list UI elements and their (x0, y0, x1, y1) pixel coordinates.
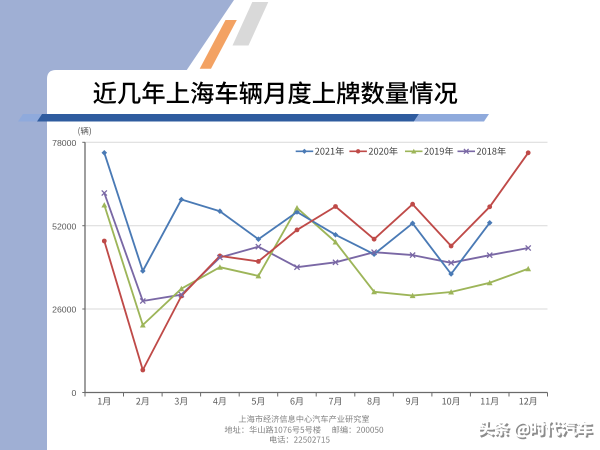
svg-text:78000: 78000 (52, 138, 76, 148)
svg-text:0: 0 (71, 388, 76, 398)
svg-text:52000: 52000 (52, 221, 76, 231)
svg-text:26000: 26000 (52, 305, 76, 315)
